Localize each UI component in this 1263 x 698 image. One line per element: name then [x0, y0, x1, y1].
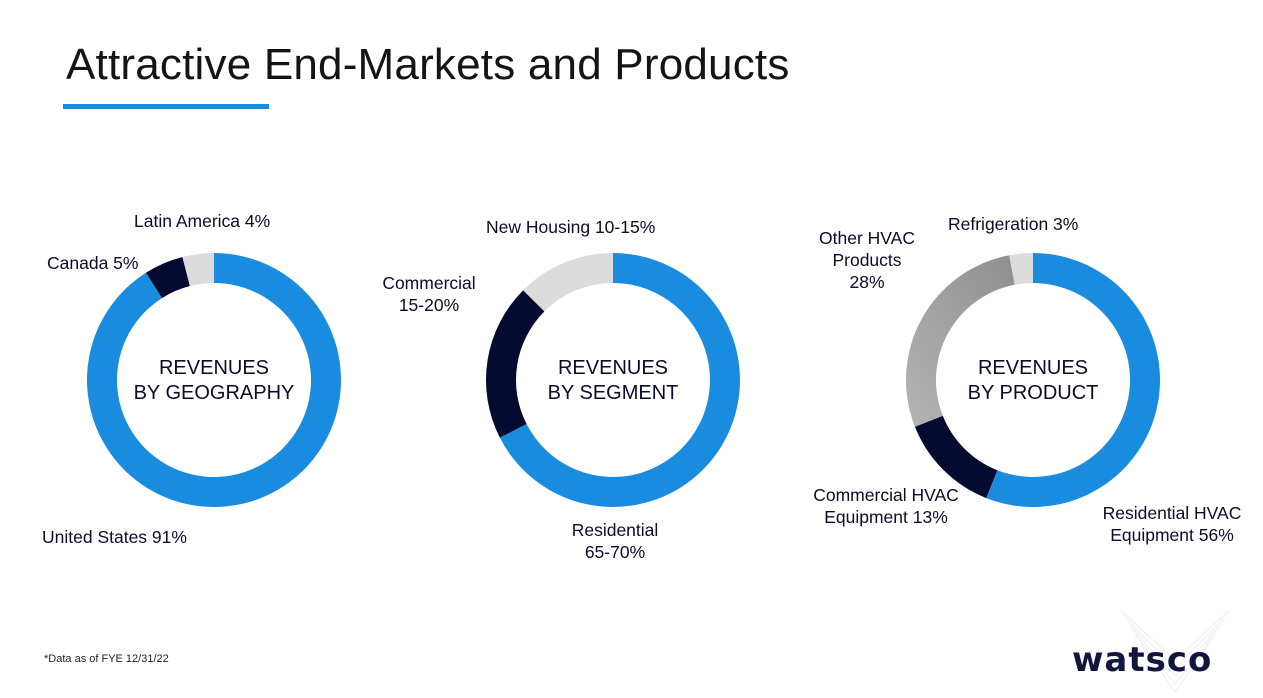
- center-label-segment: REVENUES BY SEGMENT: [513, 356, 713, 406]
- label-other-hvac: Other HVAC Products 28%: [808, 227, 926, 293]
- label-latin-america: Latin America 4%: [134, 211, 271, 231]
- center-label-product: REVENUES BY PRODUCT: [933, 356, 1133, 406]
- watermark-graphic: [1119, 609, 1231, 693]
- center-label-geography: REVENUES BY GEOGRAPHY: [114, 356, 314, 406]
- donut-slice-other-hvac-products: [906, 255, 1015, 427]
- label-line: 15-20%: [398, 295, 460, 315]
- label-line: Commercial HVAC: [813, 485, 959, 505]
- label-line: Residential HVAC: [1102, 503, 1242, 523]
- page-title: Attractive End-Markets and Products: [66, 40, 790, 89]
- center-label-line: REVENUES: [977, 357, 1089, 379]
- label-line: Products: [832, 250, 902, 270]
- label-line: Equipment 56%: [1110, 525, 1234, 545]
- label-commercial: Commercial 15-20%: [370, 272, 488, 316]
- watsco-logo: watsco: [1072, 640, 1213, 680]
- label-line: Equipment 13%: [824, 507, 948, 527]
- label-line: 28%: [849, 272, 885, 292]
- label-new-housing: New Housing 10-15%: [486, 217, 656, 237]
- donut-slice-latin-america: [182, 253, 214, 287]
- donut-slice-residential-hvac-equipment: [986, 253, 1161, 507]
- label-line: Residential: [571, 520, 659, 540]
- donut-slice-refrigeration: [1009, 253, 1033, 285]
- label-commercial-hvac: Commercial HVAC Equipment 13%: [800, 484, 972, 528]
- donut-slice-new-housing: [523, 253, 613, 312]
- center-label-line: BY GEOGRAPHY: [133, 382, 295, 404]
- donut-slice-canada: [145, 256, 190, 299]
- center-label-line: BY PRODUCT: [967, 382, 1099, 404]
- label-residential-hvac: Residential HVAC Equipment 56%: [1093, 502, 1251, 546]
- label-residential: Residential 65-70%: [560, 519, 670, 563]
- donut-slice-commercial: [485, 290, 545, 438]
- label-united-states: United States 91%: [42, 527, 187, 547]
- label-line: 65-70%: [584, 542, 646, 562]
- label-refrigeration: Refrigeration 3%: [948, 214, 1079, 234]
- center-label-line: BY SEGMENT: [547, 382, 679, 404]
- donut-slice-commercial-hvac-equipment: [914, 415, 998, 499]
- title-underline: [63, 104, 269, 109]
- center-label-line: REVENUES: [158, 357, 270, 379]
- center-label-line: REVENUES: [557, 357, 669, 379]
- label-line: Commercial: [382, 273, 476, 293]
- footnote: *Data as of FYE 12/31/22: [44, 653, 169, 665]
- label-canada: Canada 5%: [47, 253, 139, 273]
- label-line: Other HVAC: [819, 228, 915, 248]
